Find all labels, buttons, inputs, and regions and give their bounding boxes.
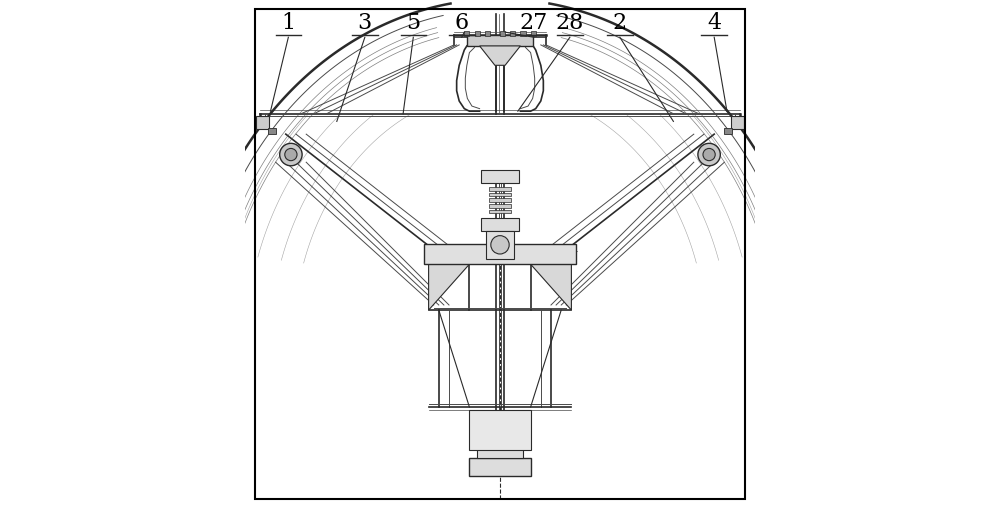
Bar <box>520 32 526 37</box>
Circle shape <box>703 149 715 161</box>
Text: 3: 3 <box>358 12 372 34</box>
Bar <box>268 129 276 135</box>
Bar <box>489 205 511 208</box>
Bar <box>489 188 511 191</box>
Bar <box>475 32 480 37</box>
Bar <box>500 32 505 37</box>
Bar <box>467 36 533 47</box>
Bar <box>424 244 576 265</box>
Bar <box>481 171 519 183</box>
Bar <box>469 410 531 450</box>
Bar <box>724 129 732 135</box>
Bar <box>486 232 514 260</box>
Text: 28: 28 <box>556 12 584 34</box>
Bar <box>531 32 536 37</box>
Bar <box>485 32 490 37</box>
Text: 2: 2 <box>613 12 627 34</box>
Circle shape <box>491 236 509 254</box>
Bar <box>481 219 519 232</box>
Bar <box>489 210 511 214</box>
Bar <box>489 193 511 197</box>
Bar <box>510 32 515 37</box>
Circle shape <box>285 149 297 161</box>
Bar <box>469 458 531 476</box>
Polygon shape <box>531 265 571 310</box>
Bar <box>256 117 269 130</box>
Circle shape <box>280 144 302 166</box>
Polygon shape <box>480 47 520 66</box>
Circle shape <box>698 144 720 166</box>
Bar <box>477 448 523 458</box>
Text: 1: 1 <box>281 12 295 34</box>
Bar <box>731 117 744 130</box>
Polygon shape <box>429 265 469 310</box>
Bar <box>464 32 469 37</box>
Text: 6: 6 <box>455 12 469 34</box>
Text: 27: 27 <box>520 12 548 34</box>
Text: 4: 4 <box>707 12 721 34</box>
Bar <box>489 199 511 203</box>
Text: 5: 5 <box>406 12 420 34</box>
